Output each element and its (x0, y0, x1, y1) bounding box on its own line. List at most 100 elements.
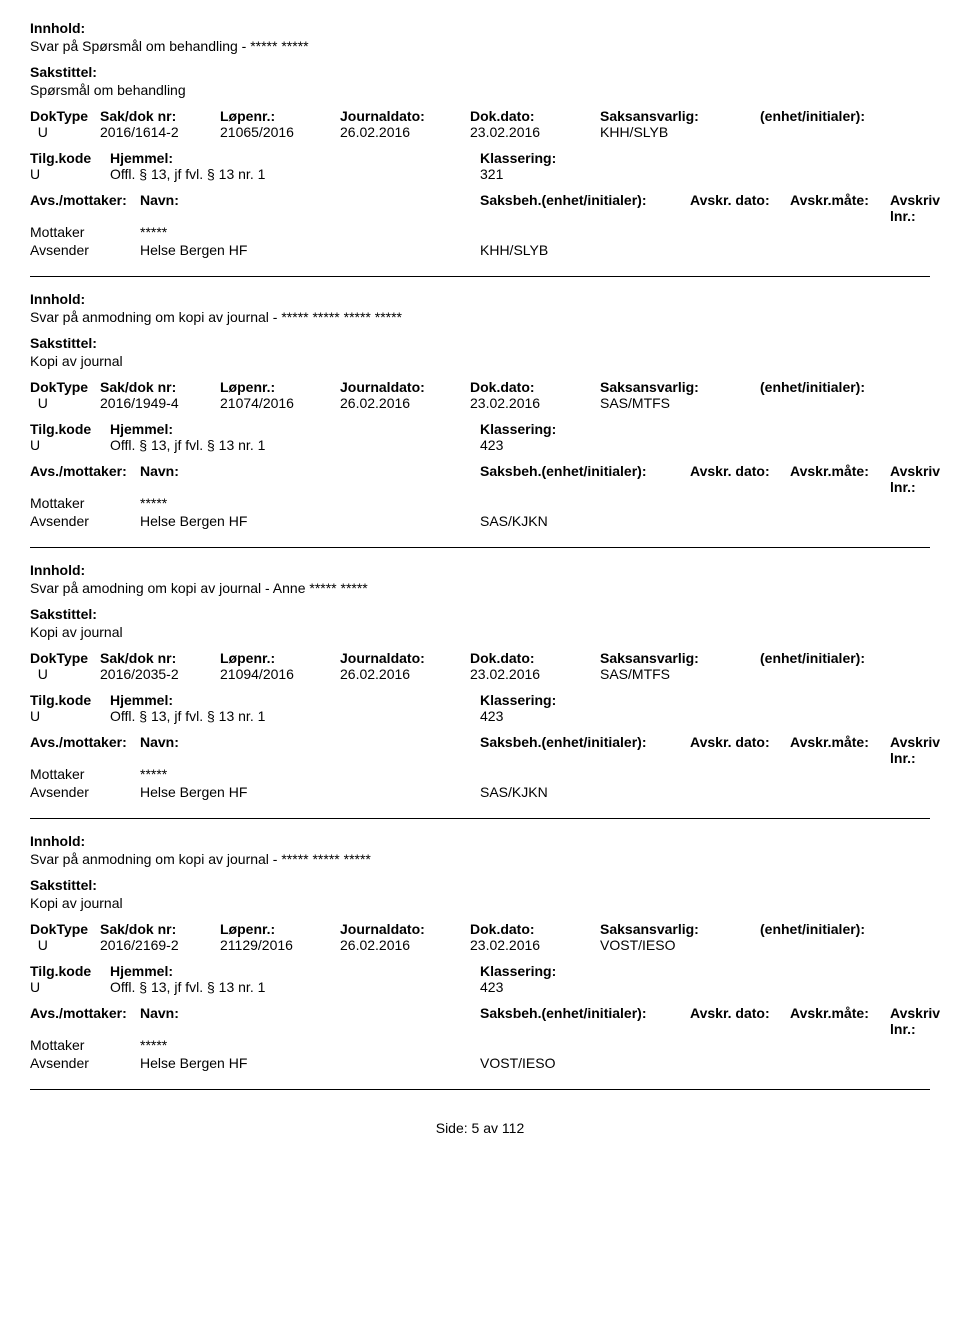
saksbeh-header: Saksbeh.(enhet/initialer): (480, 463, 690, 495)
journal-record: Innhold: Svar på Spørsmål om behandling … (30, 20, 930, 258)
dokdato-value: 23.02.2016 (470, 666, 600, 682)
avskrmate-header: Avskr.måte: (790, 734, 890, 766)
journaldato-value: 26.02.2016 (340, 124, 470, 140)
avskrmate-header: Avskr.måte: (790, 192, 890, 224)
data-row-2: U Offl. § 13, jf fvl. § 13 nr. 1 423 (30, 708, 930, 724)
lopenr-header: Løpenr.: (220, 921, 340, 937)
data-row-2: U Offl. § 13, jf fvl. § 13 nr. 1 321 (30, 166, 930, 182)
tilgkode-header: Tilg.kode (30, 963, 110, 979)
record-divider (30, 276, 930, 277)
sakstittel-label: Sakstittel: (30, 877, 930, 893)
saksansvarlig-value: SAS/MTFS (600, 666, 760, 682)
record-divider (30, 1089, 930, 1090)
avsender-row: Avsender Helse Bergen HF VOST/IESO (30, 1055, 930, 1071)
data-row-1: U 2016/1614-2 21065/2016 26.02.2016 23.0… (30, 124, 930, 140)
journal-record: Innhold: Svar på anmodning om kopi av jo… (30, 833, 930, 1071)
klassering-value: 321 (480, 166, 860, 182)
dokdato-header: Dok.dato: (470, 108, 600, 124)
avsender-label: Avsender (30, 242, 140, 258)
tilgkode-value: U (30, 437, 110, 453)
mottaker-label: Mottaker (30, 224, 140, 240)
saksbeh-header: Saksbeh.(enhet/initialer): (480, 192, 690, 224)
record-divider (30, 547, 930, 548)
sakdoknr-header: Sak/dok nr: (100, 921, 220, 937)
records-container: Innhold: Svar på Spørsmål om behandling … (30, 20, 930, 1090)
header-row-2: Tilg.kode Hjemmel: Klassering: (30, 421, 930, 437)
journaldato-value: 26.02.2016 (340, 666, 470, 682)
journal-record: Innhold: Svar på anmodning om kopi av jo… (30, 291, 930, 529)
avsender-navn: Helse Bergen HF (140, 513, 480, 529)
tilgkode-value: U (30, 166, 110, 182)
header-row-3: Avs./mottaker: Navn: Saksbeh.(enhet/init… (30, 463, 930, 495)
klassering-value: 423 (480, 437, 860, 453)
avskrmate-header: Avskr.måte: (790, 463, 890, 495)
header-row-2: Tilg.kode Hjemmel: Klassering: (30, 963, 930, 979)
navn-header: Navn: (140, 734, 480, 766)
innhold-label: Innhold: (30, 20, 930, 36)
saksbeh-header: Saksbeh.(enhet/initialer): (480, 734, 690, 766)
enhet-initialer-header: (enhet/initialer): (760, 921, 930, 937)
hjemmel-header: Hjemmel: (110, 421, 480, 437)
saksbeh-value: KHH/SLYB (480, 242, 610, 258)
sakdoknr-header: Sak/dok nr: (100, 108, 220, 124)
klassering-header: Klassering: (480, 692, 860, 708)
lopenr-header: Løpenr.: (220, 379, 340, 395)
saksbeh-value: SAS/KJKN (480, 513, 610, 529)
data-row-2: U Offl. § 13, jf fvl. § 13 nr. 1 423 (30, 437, 930, 453)
dokdato-value: 23.02.2016 (470, 395, 600, 411)
header-row-2: Tilg.kode Hjemmel: Klassering: (30, 150, 930, 166)
sakdoknr-header: Sak/dok nr: (100, 650, 220, 666)
lopenr-header: Løpenr.: (220, 108, 340, 124)
enhet-initialer-header: (enhet/initialer): (760, 379, 930, 395)
avsender-row: Avsender Helse Bergen HF SAS/KJKN (30, 513, 930, 529)
navn-header: Navn: (140, 192, 480, 224)
klassering-value: 423 (480, 708, 860, 724)
avsender-label: Avsender (30, 513, 140, 529)
avsmottaker-header: Avs./mottaker: (30, 192, 140, 224)
doktype-value: U (30, 124, 100, 140)
doktype-value: U (30, 937, 100, 953)
mottaker-navn: ***** (140, 495, 480, 511)
side-label: Side: (436, 1120, 468, 1136)
journaldato-header: Journaldato: (340, 379, 470, 395)
sakdoknr-value: 2016/1949-4 (100, 395, 220, 411)
sakdoknr-value: 2016/1614-2 (100, 124, 220, 140)
dokdato-value: 23.02.2016 (470, 937, 600, 953)
data-row-1: U 2016/2035-2 21094/2016 26.02.2016 23.0… (30, 666, 930, 682)
sakdoknr-value: 2016/2035-2 (100, 666, 220, 682)
hjemmel-value: Offl. § 13, jf fvl. § 13 nr. 1 (110, 979, 480, 995)
header-row-3: Avs./mottaker: Navn: Saksbeh.(enhet/init… (30, 734, 930, 766)
data-row-1: U 2016/2169-2 21129/2016 26.02.2016 23.0… (30, 937, 930, 953)
klassering-header: Klassering: (480, 963, 860, 979)
dokdato-header: Dok.dato: (470, 921, 600, 937)
avsender-label: Avsender (30, 784, 140, 800)
saksansvarlig-header: Saksansvarlig: (600, 379, 760, 395)
saksansvarlig-header: Saksansvarlig: (600, 921, 760, 937)
avskrlnr-header: Avskriv lnr.: (890, 734, 940, 766)
saksbeh-value: SAS/KJKN (480, 784, 610, 800)
saksansvarlig-value: SAS/MTFS (600, 395, 760, 411)
data-row-2: U Offl. § 13, jf fvl. § 13 nr. 1 423 (30, 979, 930, 995)
mottaker-row: Mottaker ***** (30, 224, 930, 240)
header-row-1: DokType Sak/dok nr: Løpenr.: Journaldato… (30, 650, 930, 666)
journaldato-value: 26.02.2016 (340, 937, 470, 953)
klassering-header: Klassering: (480, 150, 860, 166)
tilgkode-header: Tilg.kode (30, 421, 110, 437)
enhet-initialer-value (760, 124, 930, 140)
hjemmel-header: Hjemmel: (110, 963, 480, 979)
avsender-label: Avsender (30, 1055, 140, 1071)
journaldato-value: 26.02.2016 (340, 395, 470, 411)
sakstittel-text: Kopi av journal (30, 895, 930, 911)
hjemmel-value: Offl. § 13, jf fvl. § 13 nr. 1 (110, 708, 480, 724)
innhold-label: Innhold: (30, 291, 930, 307)
data-row-1: U 2016/1949-4 21074/2016 26.02.2016 23.0… (30, 395, 930, 411)
sakstittel-label: Sakstittel: (30, 64, 930, 80)
journaldato-header: Journaldato: (340, 650, 470, 666)
sakdoknr-header: Sak/dok nr: (100, 379, 220, 395)
klassering-value: 423 (480, 979, 860, 995)
saksbeh-header: Saksbeh.(enhet/initialer): (480, 1005, 690, 1037)
avskrdato-header: Avskr. dato: (690, 734, 790, 766)
saksansvarlig-header: Saksansvarlig: (600, 650, 760, 666)
dokdato-header: Dok.dato: (470, 650, 600, 666)
avsmottaker-header: Avs./mottaker: (30, 1005, 140, 1037)
